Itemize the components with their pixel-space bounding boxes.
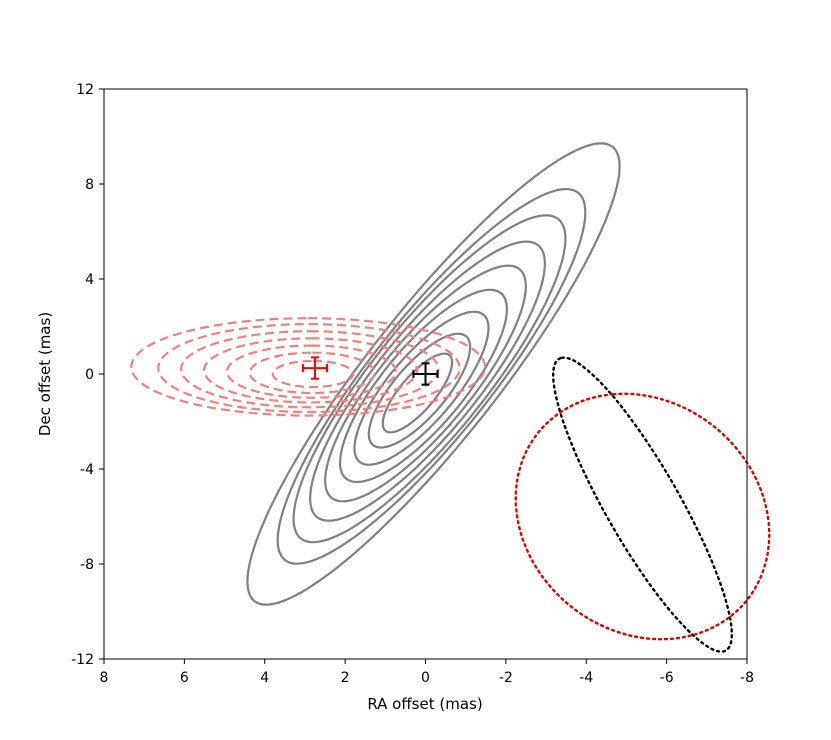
gray-contour-6 xyxy=(308,240,547,522)
red-marker xyxy=(301,356,329,380)
gray-contour-2 xyxy=(367,332,472,449)
y-tick-label: 8 xyxy=(85,177,94,193)
y-tick-label: -8 xyxy=(80,557,94,573)
x-tick-label: -6 xyxy=(660,670,674,686)
gray-contour-5 xyxy=(324,264,527,503)
red-beam-ellipse xyxy=(514,392,771,641)
gray-contour-8 xyxy=(276,187,587,565)
x-tick-label: -2 xyxy=(499,670,513,686)
y-tick-label: 4 xyxy=(85,272,94,288)
red-contour-3 xyxy=(225,344,397,399)
plot-area xyxy=(130,142,771,653)
y-tick-label: 12 xyxy=(76,82,94,98)
red-contour-4 xyxy=(202,337,419,404)
black-marker xyxy=(412,362,439,386)
x-axis-label: RA offset (mas) xyxy=(367,695,482,713)
red-contour-5 xyxy=(180,330,440,409)
x-tick-label: -4 xyxy=(579,670,593,686)
x-tick-label: 4 xyxy=(260,670,269,686)
red-contour-7 xyxy=(130,317,487,417)
y-axis: 12 8 4 0 -4 -8 -12 xyxy=(71,82,104,668)
y-tick-label: 0 xyxy=(85,367,94,383)
x-axis: 8 6 4 2 0 -2 -4 -6 -8 xyxy=(100,659,754,686)
x-tick-label: -8 xyxy=(740,670,754,686)
gray-contour-7 xyxy=(292,214,567,544)
x-tick-label: 8 xyxy=(100,670,109,686)
x-tick-label: 0 xyxy=(421,670,430,686)
x-tick-label: 2 xyxy=(341,670,350,686)
gray-contour-4 xyxy=(338,288,509,484)
y-tick-label: -4 xyxy=(80,462,94,478)
x-tick-label: 6 xyxy=(180,670,189,686)
red-contour-6 xyxy=(157,322,461,414)
gray-contour-9 xyxy=(246,142,621,606)
y-axis-label: Dec offset (mas) xyxy=(36,312,54,436)
gray-contour-3 xyxy=(353,310,490,466)
black-beam-ellipse xyxy=(551,356,733,653)
y-tick-label: -12 xyxy=(71,652,94,668)
red-contour-1 xyxy=(271,359,355,389)
